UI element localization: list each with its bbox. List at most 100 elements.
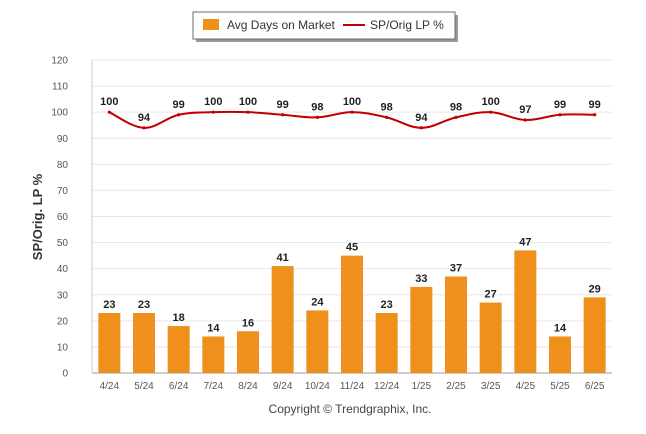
bar bbox=[410, 286, 433, 373]
bar bbox=[167, 326, 190, 373]
bar-value-label: 23 bbox=[103, 299, 115, 311]
legend-box bbox=[192, 11, 456, 40]
line-series bbox=[107, 110, 597, 130]
bar bbox=[514, 250, 537, 373]
y-axis-ticks: 0 10 20 30 40 50 60 70 80 90 100 110 120 bbox=[51, 56, 68, 380]
bar-value-label: 18 bbox=[173, 312, 185, 324]
x-tick-label: 7/24 bbox=[204, 381, 224, 392]
bar bbox=[341, 255, 363, 373]
line-point bbox=[177, 113, 181, 117]
legend-line-label: SP/Orig LP % bbox=[370, 18, 444, 32]
bar-value-label: 23 bbox=[138, 299, 150, 311]
x-tick-label: 9/24 bbox=[273, 381, 293, 392]
x-tick-label: 10/24 bbox=[305, 381, 330, 392]
bar-value-label: 23 bbox=[381, 299, 393, 311]
line-point bbox=[558, 113, 562, 117]
bar bbox=[98, 313, 121, 373]
x-tick-label: 3/25 bbox=[481, 381, 501, 392]
copyright-footer: Copyright © Trendgraphix, Inc. bbox=[269, 402, 432, 416]
bar bbox=[445, 276, 467, 373]
bar bbox=[479, 302, 502, 373]
legend-bar-swatch bbox=[203, 19, 219, 30]
line-value-label: 98 bbox=[311, 101, 323, 113]
line-point bbox=[454, 115, 458, 119]
line-point bbox=[211, 110, 215, 114]
line-point bbox=[419, 126, 423, 130]
bar-series bbox=[98, 250, 606, 373]
bar-value-label: 14 bbox=[554, 322, 567, 334]
y-axis-title: SP/Orig. LP % bbox=[30, 173, 45, 260]
line-point bbox=[315, 115, 319, 119]
y-tick-label: 50 bbox=[57, 238, 69, 249]
bar bbox=[202, 336, 225, 373]
line-point bbox=[281, 113, 285, 117]
bar bbox=[271, 266, 294, 373]
line-point bbox=[385, 115, 389, 119]
legend-bar-label: Avg Days on Market bbox=[227, 18, 335, 32]
bar-data-labels: 23 23 18 14 16 41 24 45 23 33 37 27 47 14 29 bbox=[103, 236, 601, 334]
line-value-label: 100 bbox=[100, 96, 118, 108]
x-axis-ticks: 4/24 5/24 6/24 7/24 8/24 9/24 10/24 11/24 12/24 1… bbox=[100, 381, 605, 392]
x-tick-label: 1/25 bbox=[412, 381, 432, 392]
bar-value-label: 16 bbox=[242, 317, 254, 329]
line-point bbox=[523, 118, 527, 122]
bar bbox=[133, 313, 155, 373]
line-value-label: 99 bbox=[589, 99, 601, 111]
y-tick-label: 30 bbox=[57, 290, 69, 301]
line-point bbox=[489, 110, 493, 114]
y-tick-label: 0 bbox=[62, 369, 68, 380]
line-value-label: 100 bbox=[204, 96, 222, 108]
x-tick-label: 4/24 bbox=[100, 381, 120, 392]
x-tick-label: 5/24 bbox=[134, 381, 154, 392]
x-tick-label: 4/25 bbox=[516, 381, 536, 392]
bar-value-label: 47 bbox=[519, 236, 531, 248]
y-tick-label: 70 bbox=[57, 186, 69, 197]
y-tick-label: 120 bbox=[51, 56, 68, 67]
line-value-label: 98 bbox=[450, 101, 462, 113]
x-tick-label: 2/25 bbox=[446, 381, 466, 392]
bar-value-label: 29 bbox=[589, 283, 601, 295]
line-point bbox=[142, 126, 146, 130]
y-tick-label: 10 bbox=[57, 342, 69, 353]
x-tick-label: 6/24 bbox=[169, 381, 189, 392]
line-value-label: 99 bbox=[173, 99, 185, 111]
line-data-labels: 100 94 99 100 100 99 98 100 98 94 98 100 97 99 99 bbox=[100, 96, 601, 124]
line-point bbox=[246, 110, 250, 114]
legend: Avg Days on Market SP/Orig LP % bbox=[192, 11, 458, 42]
bar-value-label: 41 bbox=[277, 252, 289, 264]
y-tick-label: 80 bbox=[57, 160, 69, 171]
bar-value-label: 45 bbox=[346, 242, 358, 254]
bar bbox=[549, 336, 571, 373]
y-tick-label: 100 bbox=[51, 108, 68, 119]
line-value-label: 94 bbox=[138, 112, 151, 124]
line-value-label: 100 bbox=[343, 96, 361, 108]
bar bbox=[237, 331, 259, 373]
line-value-label: 97 bbox=[519, 104, 531, 116]
bar bbox=[306, 310, 329, 373]
line-point bbox=[350, 110, 354, 114]
line-point bbox=[107, 110, 111, 114]
line-point bbox=[593, 113, 597, 117]
line-value-label: 99 bbox=[277, 99, 289, 111]
line-value-label: 100 bbox=[481, 96, 499, 108]
y-tick-label: 90 bbox=[57, 134, 69, 145]
line-value-label: 100 bbox=[239, 96, 257, 108]
y-tick-label: 20 bbox=[57, 316, 69, 327]
bar bbox=[583, 297, 606, 373]
bar-value-label: 37 bbox=[450, 262, 462, 274]
line-value-label: 98 bbox=[381, 101, 393, 113]
x-tick-label: 6/25 bbox=[585, 381, 605, 392]
line-value-label: 94 bbox=[415, 112, 428, 124]
x-tick-label: 11/24 bbox=[340, 381, 365, 392]
line-value-label: 99 bbox=[554, 99, 566, 111]
bar-value-label: 33 bbox=[415, 273, 427, 285]
x-tick-label: 5/25 bbox=[550, 381, 570, 392]
bar-value-label: 27 bbox=[485, 289, 497, 301]
x-tick-label: 8/24 bbox=[238, 381, 258, 392]
bar bbox=[375, 313, 398, 373]
y-tick-label: 40 bbox=[57, 264, 69, 275]
y-tick-label: 60 bbox=[57, 212, 69, 223]
bar-value-label: 14 bbox=[207, 322, 220, 334]
y-tick-label: 110 bbox=[52, 82, 68, 93]
